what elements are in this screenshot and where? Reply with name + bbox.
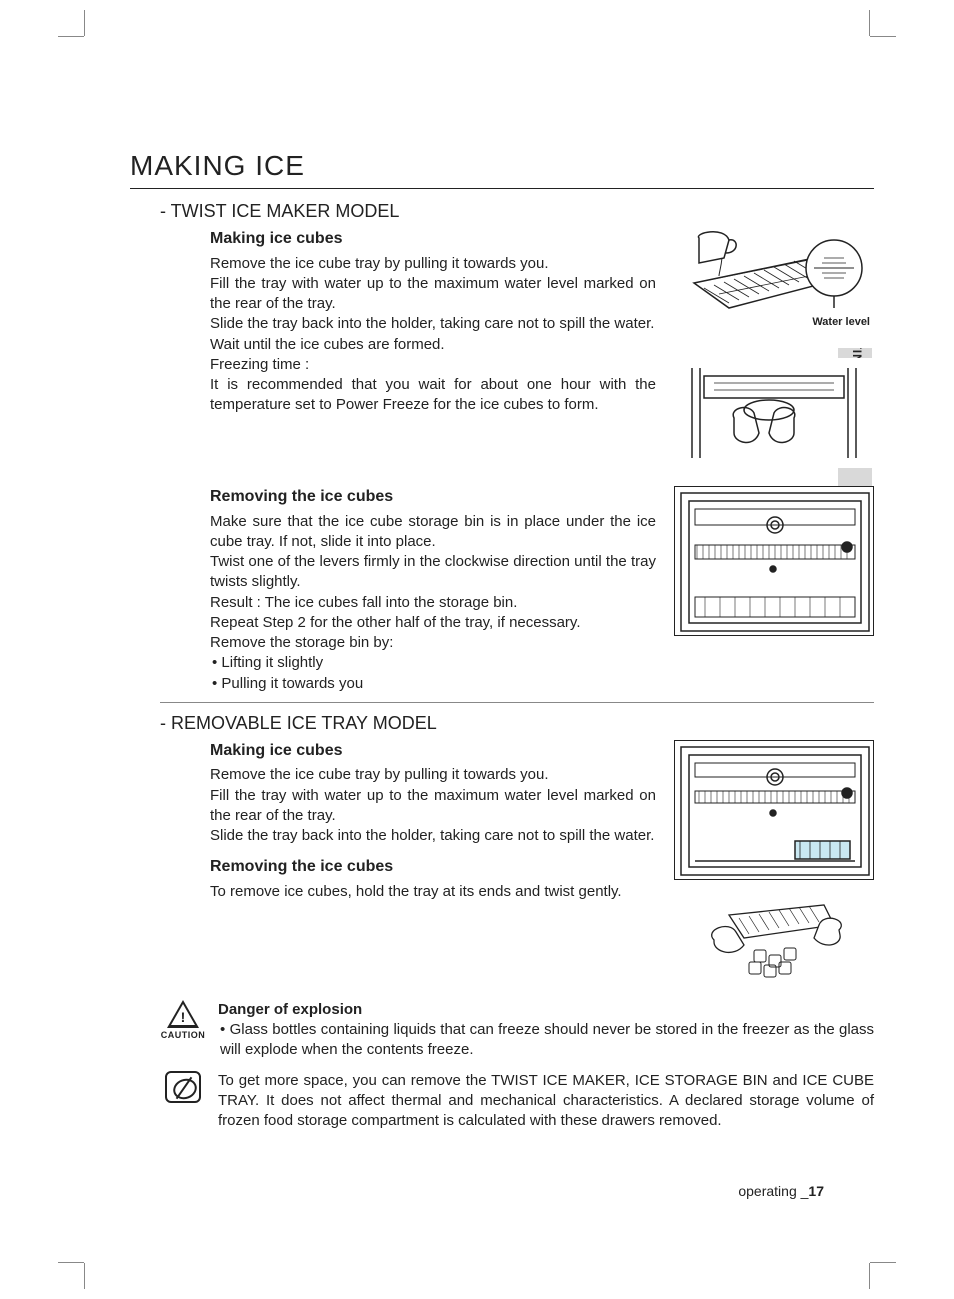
sub-heading: Making ice cubes xyxy=(210,228,656,250)
figure-freezer-twist xyxy=(674,486,874,636)
bullet-item: Lifting it slightly xyxy=(212,653,656,673)
divider xyxy=(160,702,874,703)
crop-mark xyxy=(869,1263,870,1289)
figure-pour-water: Water level xyxy=(674,228,874,348)
body-text: Fill the tray with water up to the maxim… xyxy=(210,274,656,315)
crop-mark xyxy=(84,1263,85,1289)
figure-freezer-removable xyxy=(674,740,874,880)
footer-page: 17 xyxy=(808,1183,824,1199)
manual-page: 02 OPERATING MAKING ICE - TWIST ICE MAKE… xyxy=(0,0,954,1299)
body-text: Freezing time : xyxy=(210,355,656,375)
page-title: MAKING ICE xyxy=(130,150,874,189)
crop-mark xyxy=(58,36,84,37)
note-block: To get more space, you can remove the TW… xyxy=(160,1071,874,1132)
caution-bullet: Glass bottles containing liquids that ca… xyxy=(220,1020,874,1061)
body-text: Slide the tray back into the holder, tak… xyxy=(210,314,656,334)
model-heading-removable: - REMOVABLE ICE TRAY MODEL xyxy=(160,713,874,734)
caution-block: ! CAUTION Danger of explosion Glass bott… xyxy=(160,1000,874,1061)
model-heading-twist: - TWIST ICE MAKER MODEL xyxy=(160,201,874,222)
sub-heading: Removing the ice cubes xyxy=(210,856,656,878)
body-text: Wait until the ice cubes are formed. xyxy=(210,335,656,355)
body-text: Remove the ice cube tray by pulling it t… xyxy=(210,254,656,274)
body-text: To remove ice cubes, hold the tray at it… xyxy=(210,882,656,902)
section-twist: - TWIST ICE MAKER MODEL Making ice cubes… xyxy=(160,201,874,694)
crop-mark xyxy=(869,10,870,36)
sub-heading: Making ice cubes xyxy=(210,740,656,762)
bullet-item: Pulling it towards you xyxy=(212,674,656,694)
page-footer: operating _17 xyxy=(738,1183,824,1199)
body-text: Result : The ice cubes fall into the sto… xyxy=(210,593,656,613)
body-text: Repeat Step 2 for the other half of the … xyxy=(210,613,656,633)
body-text: Remove the ice cube tray by pulling it t… xyxy=(210,765,656,785)
body-text: Twist one of the levers firmly in the cl… xyxy=(210,552,656,593)
figure-twist-tray-hands xyxy=(674,890,874,980)
footer-section: operating _ xyxy=(738,1183,808,1199)
crop-mark xyxy=(58,1262,84,1263)
crop-mark xyxy=(870,36,896,37)
block-twist-making: Making ice cubes Remove the ice cube tra… xyxy=(210,228,874,478)
note-icon xyxy=(165,1071,201,1103)
sub-heading: Removing the ice cubes xyxy=(210,486,656,508)
caution-heading: Danger of explosion xyxy=(218,1000,874,1020)
block-twist-removing: Removing the ice cubes Make sure that th… xyxy=(210,486,874,694)
body-text: Fill the tray with water up to the maxim… xyxy=(210,786,656,827)
figure-hold-tray xyxy=(674,358,874,468)
figure-label: Water level xyxy=(812,316,870,328)
section-removable: - REMOVABLE ICE TRAY MODEL Making ice cu… xyxy=(160,713,874,990)
note-text: To get more space, you can remove the TW… xyxy=(218,1071,874,1132)
caution-icon: ! xyxy=(167,1000,199,1028)
body-text: It is recommended that you wait for abou… xyxy=(210,375,656,416)
crop-mark xyxy=(870,1262,896,1263)
body-text: Slide the tray back into the holder, tak… xyxy=(210,826,656,846)
body-text: Make sure that the ice cube storage bin … xyxy=(210,512,656,553)
body-text: Remove the storage bin by: xyxy=(210,633,656,653)
caution-label: CAUTION xyxy=(160,1030,206,1040)
block-removable-making: Making ice cubes Remove the ice cube tra… xyxy=(210,740,874,990)
crop-mark xyxy=(84,10,85,36)
